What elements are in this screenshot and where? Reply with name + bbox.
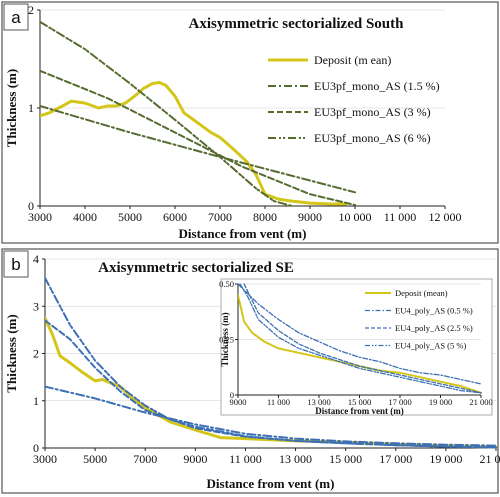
- panel-a-legend-label-2: EU3pf_mono_AS (1.5 %): [314, 79, 440, 93]
- panel-b-x-tick-label: 11 000: [229, 452, 262, 466]
- panel-b-x-tick-label: 3000: [33, 452, 57, 466]
- panel-b-inset-series-line-3: [243, 283, 482, 394]
- panel-a-x-tick-label: 10 000: [339, 210, 372, 224]
- panel-b-inset-series-group: [238, 283, 482, 394]
- panel-a-x-tick-label: 6000: [163, 210, 187, 224]
- panel-b-inset-x-tick-label: 19 000: [429, 397, 452, 407]
- panel-b-y-tick-label: 0: [33, 441, 39, 455]
- panel-b-y-tick-label: 1: [33, 394, 39, 408]
- panel-b-y-tick-label: 3: [33, 299, 39, 313]
- panel-b-inset-series-line-4: [239, 283, 482, 394]
- panel-b-inset-legend-label-3: EU4_poly_AS (2.5 %): [395, 323, 473, 333]
- panel-a-y-tick-label: 1: [28, 101, 34, 115]
- panel-b-x-tick-label: 7000: [133, 452, 157, 466]
- panel-b-series-line-4: [45, 276, 497, 449]
- panel-b-inset-x-tick-label: 17 000: [388, 397, 411, 407]
- panel-b-inset-y-tick-label: 0.25: [219, 335, 234, 345]
- panel-b-x-tick-label: 19 000: [429, 452, 462, 466]
- panel-b-x-tick-label: 5000: [83, 452, 107, 466]
- panel-a-series-line-1: [40, 81, 348, 206]
- panel-a-x-tick-label: 3000: [28, 210, 52, 224]
- panel-b-x-tick-label: 15 000: [329, 452, 362, 466]
- panel-a-series-line-3: [40, 69, 356, 206]
- panel-b-x-title: Distance from vent (m): [207, 476, 335, 491]
- panel-b-inset-x-tick-label: 11 000: [267, 397, 290, 407]
- panel-a-x-title: Distance from vent (m): [179, 226, 307, 241]
- panel-b-title: Axisymmetric sectorialized SE: [98, 260, 294, 276]
- panel-b-inset-x-tick-label: 21 000: [469, 397, 492, 407]
- panel-a-x-tick-label: 4000: [73, 210, 97, 224]
- panel-b-letter: b: [11, 255, 20, 274]
- panel-b-x-tick-label: 21 000: [480, 452, 500, 466]
- panel-a-series-group: [40, 20, 356, 207]
- panel-a-frame: [1, 1, 499, 244]
- panel-b-inset-x-tick-label: 9000: [230, 397, 247, 407]
- panel-a-letter-box: [3, 3, 29, 31]
- panel-a-x-tick-label: 9000: [298, 210, 322, 224]
- panel-b-y-tick-label: 2: [33, 347, 39, 361]
- panel-a-legend-label-1: Deposit (m ean): [314, 53, 391, 67]
- panel-b-series-line-2: [45, 385, 497, 447]
- panel-a-x-tick-label: 7000: [208, 210, 232, 224]
- panel-b: b 3000 5000 7000 9000 11 000 13 000 15 000 17 00…: [1, 248, 500, 494]
- panel-b-inset-x-tick-label: 13 000: [307, 397, 330, 407]
- panel-b-inset-y-tick-label: 0.50: [219, 279, 234, 289]
- panel-a-x-tick-label: 11 000: [384, 210, 417, 224]
- panel-a-y-tick-label: 2: [28, 3, 34, 17]
- panel-a-legend-label-4: EU3pf_mono_AS (6 %): [314, 131, 431, 145]
- panel-b-series-group: [45, 276, 498, 449]
- panel-b-inset-x-title: Distance from vent (m): [315, 406, 404, 416]
- panel-b-inset-legend-label-2: EU4_poly_AS (0.5 %): [395, 306, 473, 316]
- panel-a-x-tick-label: 12 000: [429, 210, 462, 224]
- panel-b-inset-y-tick-label: 0: [230, 390, 234, 400]
- panel-b-y-title: Thickness (m): [4, 314, 19, 392]
- panel-b-inset-legend-label-4: EU4_poly_AS (5 %): [395, 341, 466, 351]
- panel-b-x-tick-label: 13 000: [279, 452, 312, 466]
- panel-a-title: Axisymmetric sectorialized South: [189, 16, 405, 32]
- panel-b-inset-legend-label-1: Deposit (mean): [395, 288, 448, 298]
- panel-b-x-tick-label: 17 000: [379, 452, 412, 466]
- panel-b-y-tick-label: 4: [33, 252, 39, 266]
- panel-a-x-tick-label: 5000: [118, 210, 142, 224]
- panel-a: a 3000 4000 5000 6000 7000 8000 9000 10 000 11 00…: [1, 1, 499, 244]
- panel-b-inset-y-title: Thickness (m): [220, 312, 230, 366]
- panel-a-x-tick-label: 8000: [253, 210, 277, 224]
- panel-b-inset-frame: [220, 278, 493, 416]
- panel-b-inset: 9000 11 000 13 000 15 000 17 000 19 000 21 000…: [219, 278, 493, 416]
- panel-b-letter-box: [3, 250, 29, 278]
- panel-a-series-line-4: [40, 20, 293, 207]
- panel-a-legend-label-3: EU3pf_mono_AS (3 %): [314, 105, 431, 119]
- panel-a-y-tick-label: 0: [28, 199, 34, 213]
- panel-a-y-title: Thickness (m): [4, 69, 19, 147]
- panel-b-inset-x-tick-label: 15 000: [348, 397, 371, 407]
- panel-a-letter: a: [11, 8, 21, 27]
- panel-b-inset-series-line-2: [238, 283, 482, 385]
- panel-b-x-tick-label: 9000: [183, 452, 207, 466]
